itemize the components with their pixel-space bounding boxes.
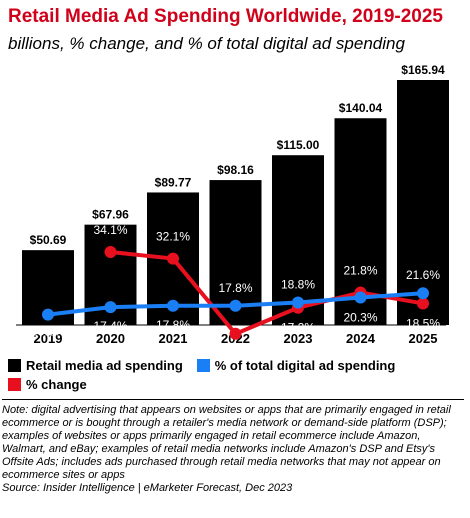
change-label-2022: 9.3% [222, 347, 250, 361]
share-label-2019: 15.1% [31, 325, 65, 339]
legend-swatch-share [196, 359, 210, 372]
bar-value-label-2021: $89.77 [155, 175, 192, 189]
change-label-2024: 21.8% [343, 264, 377, 278]
x-tick-label-2021: 2021 [159, 331, 188, 346]
share-point-2019 [42, 308, 54, 321]
share-label-2024: 20.3% [343, 311, 377, 325]
change-point-2020 [104, 245, 117, 258]
legend-row-2: % change [8, 377, 87, 392]
chart-subtitle: billions, % change, and % of total digit… [8, 34, 405, 53]
legend-label-share: % of total digital ad spending [214, 358, 396, 373]
change-point-2022 [229, 327, 242, 340]
chart-title: Retail Media Ad Spending Worldwide, 2019… [8, 6, 443, 27]
legend-swatch-change [8, 378, 21, 391]
legend-swatch-bars [8, 359, 21, 372]
x-tick-label-2023: 2023 [284, 331, 313, 346]
change-label-2025: 18.5% [406, 316, 440, 330]
share-label-2020: 17.4% [93, 319, 127, 333]
bar-value-label-2019: $50.69 [30, 233, 67, 247]
chart-plot: $50.692019$67.962020$89.772021$98.162022… [16, 63, 449, 361]
legend-label-bars: Retail media ad spending [26, 358, 183, 373]
source-text: Source: Insider Intelligence | eMarketer… [2, 482, 293, 494]
legend-row-1: Retail media ad spending % of total digi… [8, 358, 395, 373]
share-label-2022: 17.8% [218, 281, 252, 295]
change-point-2021 [167, 252, 179, 265]
legend-label-change: % change [26, 377, 87, 392]
footnote: Note: digital advertising that appears o… [2, 399, 464, 495]
bar-value-label-2022: $98.16 [217, 163, 254, 177]
change-label-2020: 34.1% [93, 223, 127, 237]
bar-value-label-2024: $140.04 [339, 101, 383, 115]
x-tick-label-2020: 2020 [96, 331, 125, 346]
x-tick-label-2024: 2024 [346, 331, 376, 346]
share-label-2021: 17.8% [156, 318, 190, 332]
change-line [110, 249, 424, 336]
bar-value-label-2020: $67.96 [92, 208, 129, 222]
change-point-2025 [417, 297, 429, 310]
bar-value-label-2025: $165.94 [401, 63, 445, 77]
share-label-2023: 18.8% [281, 277, 315, 291]
share-point-2024 [354, 291, 367, 304]
share-point-2023 [292, 296, 304, 309]
x-tick-label-2019: 2019 [34, 331, 63, 346]
change-label-2023: 17.2% [281, 321, 315, 335]
footnote-text: Note: digital advertising that appears o… [2, 404, 451, 481]
share-point-2022 [229, 299, 242, 312]
x-tick-label-2025: 2025 [409, 331, 438, 346]
share-point-2021 [167, 299, 179, 312]
share-point-2020 [104, 301, 117, 314]
change-label-2021: 32.1% [156, 230, 190, 244]
bar-2025 [397, 80, 449, 325]
share-label-2025: 21.6% [406, 268, 440, 282]
share-point-2025 [417, 287, 429, 300]
bar-value-label-2023: $115.00 [277, 138, 320, 152]
